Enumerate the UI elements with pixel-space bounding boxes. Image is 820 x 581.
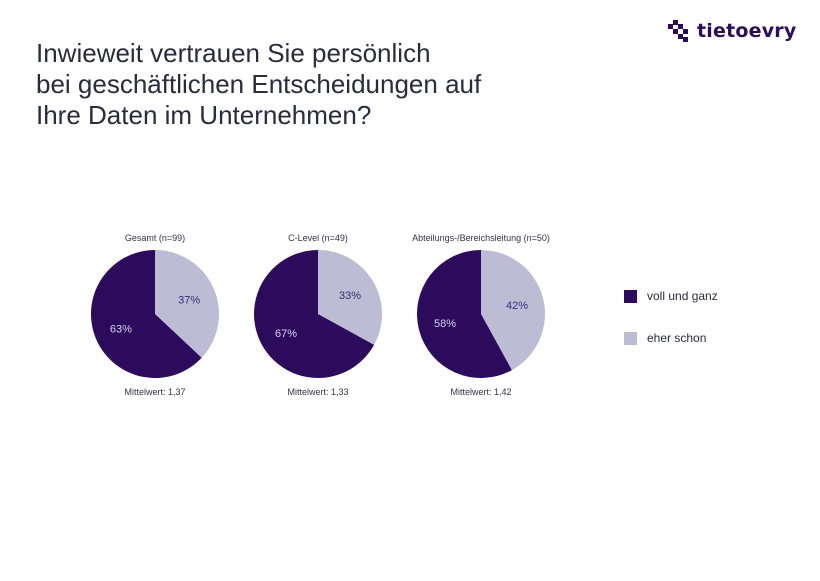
legend-swatch — [624, 331, 637, 345]
title-line-3: Ihre Daten im Unternehmen? — [36, 100, 372, 130]
pie-value-label-voll-und-ganz: 58% — [434, 318, 456, 330]
tietoevry-logo-icon — [668, 20, 690, 42]
title-line-2: bei geschäftlichen Entscheidungen auf — [36, 69, 482, 99]
pie-slice-eher-schon — [481, 250, 545, 371]
pie-value-label-voll-und-ganz: 67% — [275, 328, 297, 340]
pie-value-label-eher-schon: 42% — [506, 300, 528, 312]
pie-slice-eher-schon — [318, 250, 382, 345]
legend-label: voll und ganz — [647, 289, 718, 303]
pie-slice-voll-und-ganz — [90, 250, 202, 378]
logo-wordmark: tietoevry — [697, 20, 797, 42]
legend: voll und ganz eher schon — [624, 288, 718, 372]
pie-title: Gesamt (n=99) — [124, 233, 186, 243]
pie-slice-eher-schon — [155, 250, 219, 358]
pie-value-label-eher-schon: 37% — [178, 294, 200, 306]
brand-logo: tietoevry — [668, 18, 796, 44]
pie-chart-gesamt: Gesamt (n=99) 37% 63% Mittelwert: 1,37 — [70, 232, 240, 398]
pie-title: C-Level (n=49) — [288, 233, 348, 243]
pie-value-label-eher-schon: 33% — [339, 290, 361, 302]
pie-chart-c-level: C-Level (n=49) 33% 67% Mittelwert: 1,33 — [233, 232, 403, 398]
legend-item-voll-und-ganz: voll und ganz — [624, 288, 718, 304]
page-title: Inwieweit vertrauen Sie persönlich bei g… — [36, 38, 556, 131]
pie-mean: Mittelwert: 1,33 — [287, 387, 349, 397]
pie-chart-abteilungsleitung: Abteilungs-/Bereichsleitung (n=50) 42% 58… — [396, 232, 566, 398]
pie-svg: 42% 58% — [417, 250, 545, 378]
legend-swatch — [624, 289, 637, 303]
pie-svg: 37% 63% — [90, 250, 219, 378]
pie-svg: 33% 67% — [254, 250, 382, 378]
legend-label: eher schon — [647, 331, 707, 345]
title-line-1: Inwieweit vertrauen Sie persönlich — [36, 38, 431, 68]
pie-mean: Mittelwert: 1,42 — [450, 387, 512, 397]
pie-slice-voll-und-ganz — [254, 250, 375, 378]
pie-value-label-voll-und-ganz: 63% — [110, 324, 132, 336]
legend-item-eher-schon: eher schon — [624, 330, 718, 346]
pie-title: Abteilungs-/Bereichsleitung (n=50) — [412, 233, 550, 243]
pie-slice-voll-und-ganz — [417, 250, 512, 378]
pie-mean: Mittelwert: 1,37 — [124, 387, 186, 397]
